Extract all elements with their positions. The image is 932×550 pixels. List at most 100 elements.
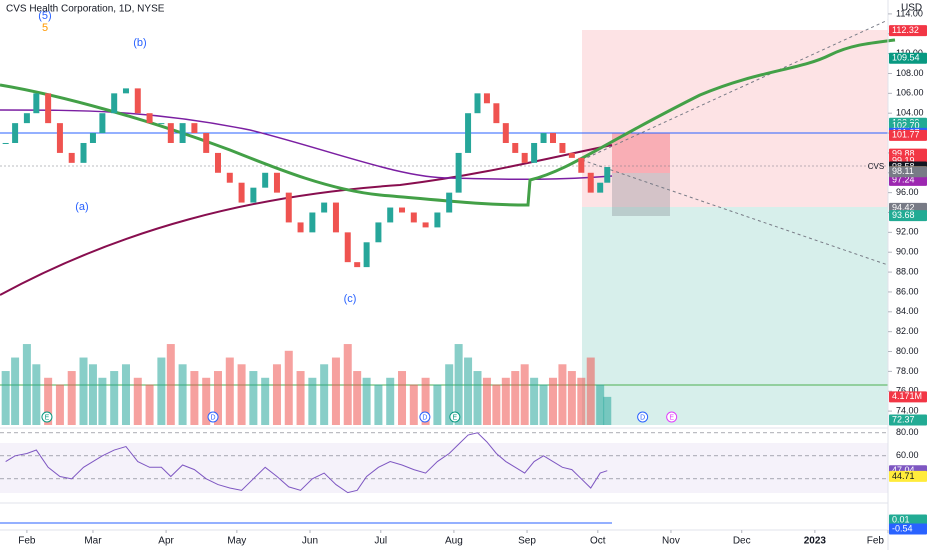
volume-bar [22,344,31,425]
volume-bar [11,357,20,425]
candle [321,202,328,213]
x-tick-label: Nov [662,536,680,547]
volume-bar [343,344,352,425]
y-tick-label: 90.00 [896,247,919,257]
candle [297,222,304,233]
event-marker [666,411,678,423]
volume-bar [121,364,130,425]
price-tag-label: 97.24 [892,175,915,185]
volume-bar [539,384,548,425]
y-tick-label: 80.00 [896,346,919,356]
volume-bar [157,357,166,425]
price-tag [889,129,927,141]
candle [262,172,269,188]
candle [446,192,453,213]
x-tick-label: Apr [158,536,174,547]
volume-bar [398,371,407,425]
candle [578,157,585,173]
candle [33,93,40,114]
volume-bar [284,350,293,425]
volume-bar [586,357,595,425]
price-tag-label: 44.71 [892,471,915,481]
candle [214,152,221,173]
x-tick-label: Aug [445,536,463,547]
chart-title: CVS Health Corporation, 1D, NYSE [6,4,165,15]
price-tag-label: 112.32 [892,25,919,35]
candle [568,152,575,158]
candle [344,232,351,263]
candle [2,142,9,144]
x-tick-label: May [227,536,246,547]
price-tag [889,25,927,37]
volume-bar [464,357,473,425]
event-marker [41,411,53,423]
price-tag-label: 72.37 [892,414,915,424]
price-tag-label: 99.19 [892,155,915,165]
candle [540,133,547,143]
candle [285,192,292,223]
candle [23,113,30,124]
short-box-lower [612,173,670,216]
price-tag [889,514,927,526]
x-tick-label: Jun [302,536,318,547]
price-tag-label: 94.42 [892,203,915,213]
price-tag [889,210,927,222]
wave-label: (b) [133,37,146,49]
candle [512,142,519,153]
candle [483,93,490,104]
candle [559,142,566,153]
candle [597,182,604,193]
candle [410,212,417,223]
candle [587,172,594,193]
candle [146,113,153,124]
event-marker [419,411,431,423]
candle [68,152,75,163]
volume-bar [202,377,211,425]
rsi-line [5,432,608,494]
x-tick-label: Sep [518,536,536,547]
candle [474,93,481,114]
sma-50 [0,109,613,181]
event-label: E [453,414,458,421]
price-tag-label: 99.88 [892,148,915,158]
price-tag [889,166,927,178]
y-tick-label: 92.00 [896,227,919,237]
candle [134,88,141,114]
volume-bar [433,384,442,425]
candle [191,123,198,134]
y-tick-label: 74.00 [896,405,919,415]
volume-bar [44,377,53,425]
event-label: E [669,414,674,421]
volume-bar [166,344,175,425]
x-tick-label: 2023 [804,536,827,547]
candle [455,152,462,193]
price-tag-label: 0.01 [892,514,910,524]
event-marker [207,411,219,423]
volume-bar [558,364,567,425]
y-tick-label: 114.00 [896,8,923,18]
candle [502,123,509,143]
price-tag [889,52,927,64]
volume-bar [353,371,362,425]
volume-bar [567,371,576,425]
candle [549,133,556,143]
wave-label: 5 [42,22,48,34]
candle [309,212,316,233]
volume-bar [296,371,305,425]
candle [521,152,528,163]
y-tick-label: 88.00 [896,266,919,276]
candle [399,207,406,213]
candle [167,123,174,143]
y-tick-label: 108.00 [896,68,924,78]
candle [203,133,210,153]
candle [354,262,361,268]
symbol-label: CVS [868,162,884,171]
volume-bar [320,364,329,425]
volume-bar [548,377,557,425]
candle [111,93,118,114]
volume-bar [473,371,482,425]
volume-bar [213,371,222,425]
volume-bar [79,357,88,425]
candle [238,182,245,203]
